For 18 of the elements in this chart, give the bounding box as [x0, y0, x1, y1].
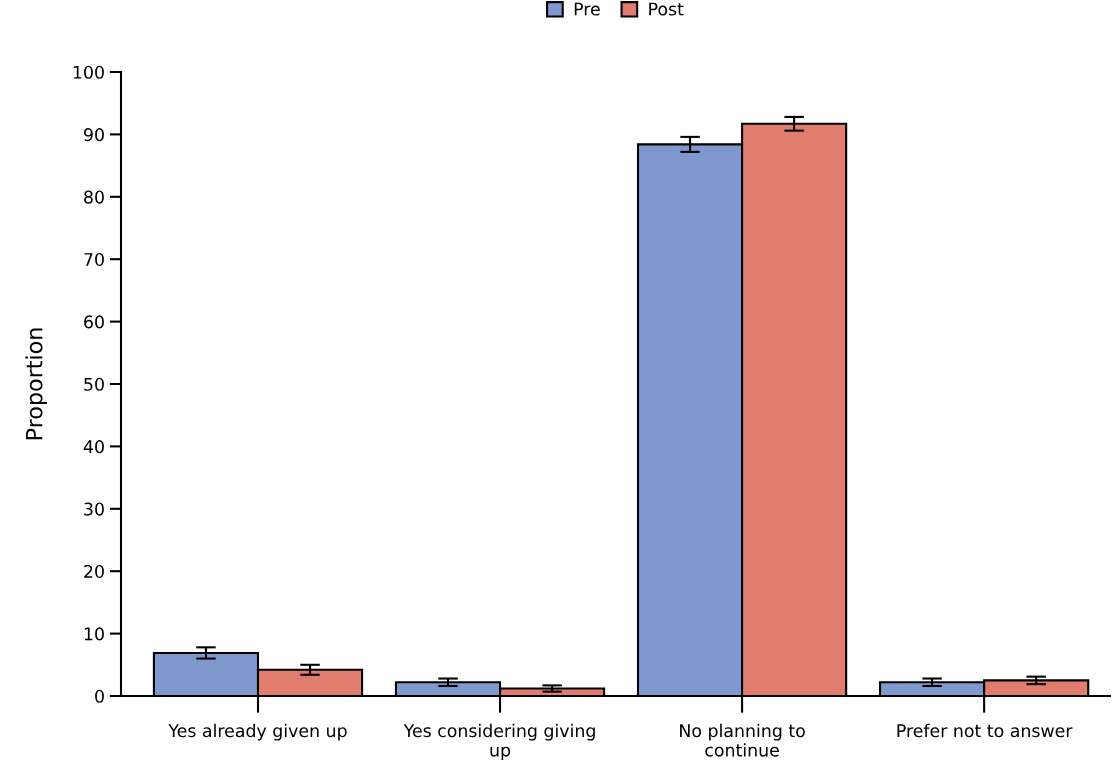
y-tick-label: 60 [84, 315, 104, 329]
y-tick-label: 10 [84, 627, 104, 641]
y-tick-label: 70 [84, 252, 104, 267]
y-tick-label: 100 [73, 65, 104, 79]
y-tick-label: 90 [84, 128, 104, 142]
x-tick-label: No planning to continue [680, 723, 805, 757]
y-tick-label: 30 [84, 502, 104, 516]
y-tick-label: 20 [84, 564, 104, 579]
y-tick-label: 0 [95, 689, 104, 703]
y-tick-label: 40 [83, 440, 104, 454]
legend-label: Pre [574, 2, 600, 16]
legend-label: Post [649, 2, 684, 16]
y-tick-label: 50 [84, 377, 104, 391]
y-tick-label: 80 [84, 190, 104, 204]
x-tick-label: Yes considering giving up [403, 723, 595, 761]
y-axis-title: Proportion [25, 328, 47, 440]
x-tick-label: Prefer not to answer [897, 723, 1073, 738]
x-tick-label: Yes already given up [168, 723, 347, 741]
